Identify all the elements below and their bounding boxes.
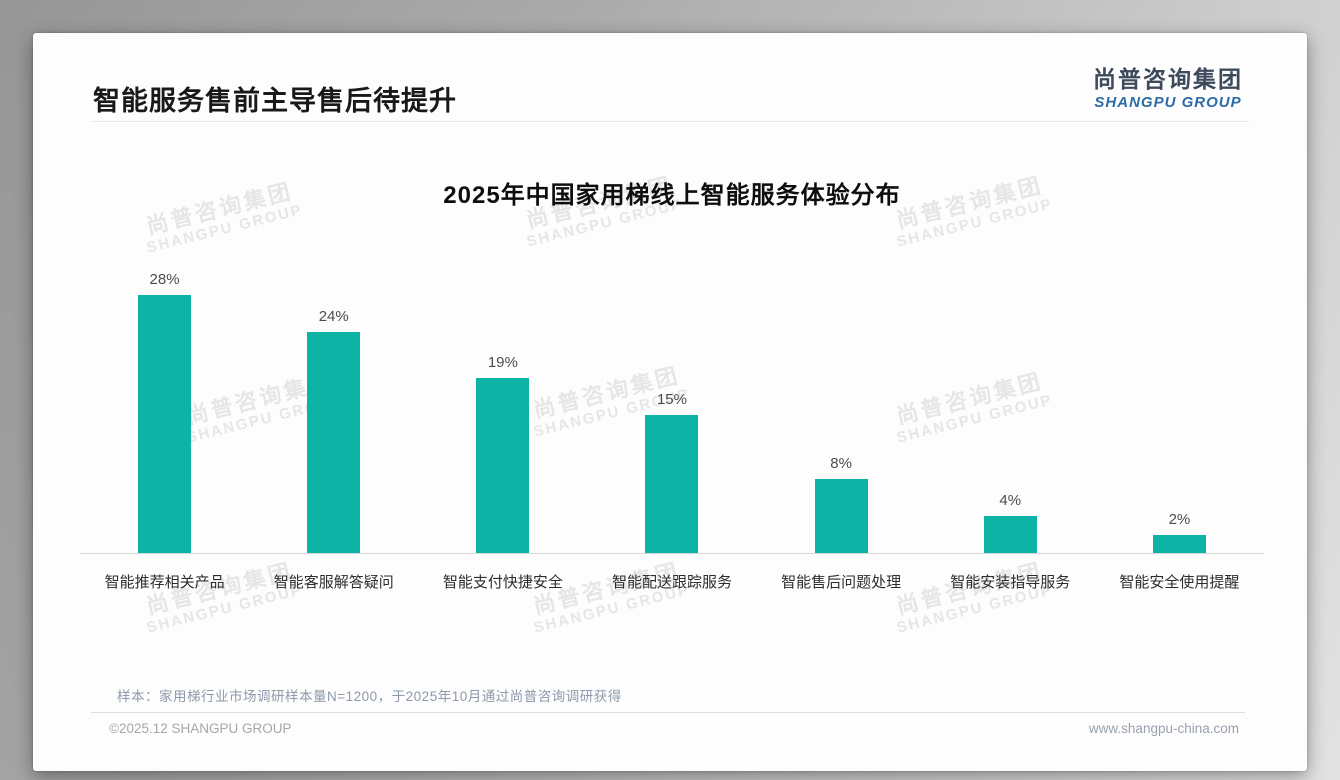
bar-category-label: 智能安全使用提醒 — [1119, 574, 1240, 591]
bar — [1152, 534, 1206, 553]
sample-note: 样本：家用梯行业市场调研样本量N=1200，于2025年10月通过尚普咨询调研获… — [117, 689, 622, 704]
bar-value-label: 19% — [487, 354, 518, 372]
bar-category-label: 智能配送跟踪服务 — [611, 574, 732, 591]
bar — [476, 378, 530, 553]
bar — [814, 479, 868, 553]
bar-value-label: 24% — [318, 308, 349, 326]
bar — [138, 295, 192, 553]
bar-value-label: 28% — [149, 271, 180, 289]
bar-category-label: 智能售后问题处理 — [781, 574, 902, 591]
bar-column: 2% — [1095, 511, 1264, 553]
bar — [645, 415, 699, 553]
category-axis: 智能推荐相关产品 智能客服解答疑问 智能支付快捷安全 智能配送跟踪服务 智能售后问题处理… — [80, 571, 1264, 592]
bar-column: 28% — [80, 271, 249, 553]
bar — [983, 516, 1037, 553]
bar-column: 15% — [587, 391, 756, 553]
footer-divider — [91, 712, 1245, 713]
logo-text-cn: 尚普咨询集团 — [1093, 66, 1243, 92]
bar-column: 24% — [249, 308, 418, 553]
x-axis-line — [80, 553, 1264, 554]
bar — [307, 332, 361, 553]
logo-text-en: SHANGPU GROUP — [1094, 94, 1242, 111]
page-title: 智能服务售前主导售后待提升 — [93, 86, 457, 116]
bar-value-label: 8% — [830, 455, 852, 473]
plot-area: 28% 24% 19% 15% 8% 4% 2% — [80, 253, 1264, 553]
header-divider — [91, 121, 1249, 122]
bar-value-label: 2% — [1168, 510, 1191, 528]
bar-category-label: 智能客服解答疑问 — [273, 574, 394, 591]
bar-category-label: 智能支付快捷安全 — [442, 574, 563, 591]
bar-value-label: 15% — [656, 391, 687, 408]
slide-card: 尚普咨询集团 SHANGPU GROUP 尚普咨询集团 SHANGPU GROU… — [33, 33, 1307, 771]
copyright-text: ©2025.12 SHANGPU GROUP — [109, 721, 292, 736]
chart-title: 2025年中国家用梯线上智能服务体验分布 — [443, 182, 901, 209]
bar-chart: 28% 24% 19% 15% 8% 4% 2% 智能推荐相关产品 智能客服解答疑问 智能支付快… — [80, 253, 1264, 592]
bar-column: 4% — [926, 492, 1095, 553]
bar-column: 8% — [757, 455, 926, 553]
company-logo: 尚普咨询集团 SHANGPU GROUP — [1093, 60, 1243, 111]
bar-category-label: 智能推荐相关产品 — [104, 574, 225, 591]
bar-column: 19% — [418, 354, 587, 553]
bar-category-label: 智能安装指导服务 — [950, 574, 1071, 591]
website-url: www.shangpu-china.com — [1088, 721, 1239, 736]
bar-value-label: 4% — [999, 492, 1022, 510]
